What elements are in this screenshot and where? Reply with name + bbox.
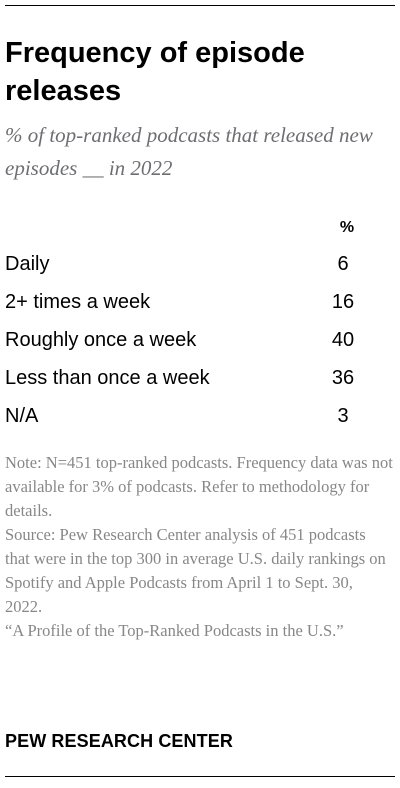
chart-subtitle: % of top-ranked podcasts that released n…: [5, 123, 373, 180]
chart-title: Frequency of episode releases: [5, 37, 305, 107]
row-value: 40: [331, 329, 355, 351]
table-row-less-than-weekly: Less than once a week 36: [5, 360, 395, 398]
row-value: 3: [337, 405, 349, 427]
note-text: Note: N=451 top-ranked podcasts. Frequen…: [5, 453, 393, 520]
table-rows: Daily 6 2+ times a week 16 Roughly once …: [5, 246, 395, 436]
row-value: 6: [337, 253, 349, 275]
row-label: N/A: [5, 405, 39, 427]
table-row-na: N/A 3: [5, 398, 395, 436]
top-rule: [5, 5, 395, 6]
row-label: Less than once a week: [5, 367, 210, 389]
row-label: Daily: [5, 253, 50, 275]
source-text: Source: Pew Research Center analysis of …: [5, 525, 386, 616]
report-title: “A Profile of the Top-Ranked Podcasts in…: [5, 621, 344, 640]
row-label: 2+ times a week: [5, 291, 151, 313]
table-row-daily: Daily 6: [5, 246, 395, 284]
table-row-2plus-weekly: 2+ times a week 16: [5, 284, 395, 322]
table-row-once-weekly: Roughly once a week 40: [5, 322, 395, 360]
row-value: 16: [331, 291, 355, 313]
bottom-rule: [5, 776, 395, 777]
table-header: %: [5, 216, 395, 240]
row-label: Roughly once a week: [5, 329, 197, 351]
row-value: 36: [331, 367, 355, 389]
percent-column-header: %: [339, 219, 355, 236]
chart-notes: Note: N=451 top-ranked podcasts. Frequen…: [5, 451, 393, 643]
pew-logo: PEW RESEARCH CENTER: [5, 731, 233, 751]
